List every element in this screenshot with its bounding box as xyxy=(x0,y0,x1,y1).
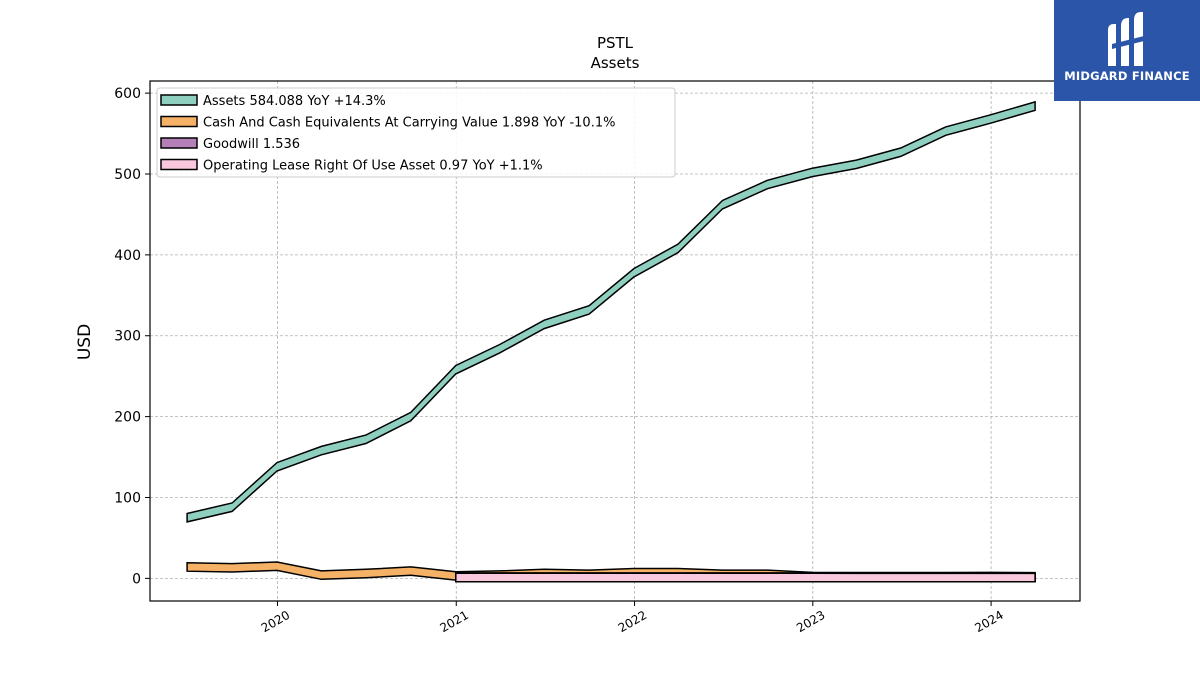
legend-label: Goodwill 1.536 xyxy=(203,137,300,152)
legend-swatch xyxy=(160,94,198,106)
legend-box xyxy=(156,87,676,178)
y-tick-label: 400 xyxy=(114,248,141,264)
legend-swatch xyxy=(160,158,198,171)
legend-label: Cash And Cash Equivalents At Carrying Va… xyxy=(203,116,615,131)
y-tick-label: 600 xyxy=(114,86,141,102)
legend-label: Operating Lease Right Of Use Asset 0.97 … xyxy=(203,159,543,174)
y-tick-label: 0 xyxy=(132,571,141,587)
legend-swatch xyxy=(160,137,198,149)
legend-label: Assets 584.088 YoY +14.3% xyxy=(203,94,386,109)
plot-frame xyxy=(149,80,1081,602)
y-tick-label: 100 xyxy=(114,490,141,506)
chart-subtitle: Assets xyxy=(591,54,640,72)
midgard-logo-icon xyxy=(1108,12,1144,66)
brand-name: MIDGARD FINANCE xyxy=(1064,69,1190,83)
series-band-0 xyxy=(186,100,1036,523)
y-axis-label: USD xyxy=(75,324,95,360)
x-tick-label: 2020 xyxy=(259,608,292,635)
x-axis: 2020 2021 2022 2023 2024 xyxy=(259,601,1006,635)
y-tick-label: 300 xyxy=(114,329,141,345)
chart-title: PSTL xyxy=(597,34,634,52)
x-tick-label: 2023 xyxy=(794,608,827,635)
y-tick-label: 200 xyxy=(114,410,141,426)
y-axis: 0 100 200 300 400 500 600 xyxy=(114,86,150,587)
legend: Assets 584.088 YoY +14.3% Cash And Cash E… xyxy=(156,87,676,178)
y-tick-label: 500 xyxy=(114,167,141,183)
x-tick-label: 2021 xyxy=(438,608,471,635)
midgard-logo: MIDGARD FINANCE xyxy=(1054,0,1200,101)
series-layer xyxy=(186,100,1036,583)
series-band-3 xyxy=(455,572,1036,583)
legend-swatch xyxy=(160,115,198,128)
x-tick-label: 2024 xyxy=(972,608,1005,635)
x-tick-label: 2022 xyxy=(616,608,649,635)
